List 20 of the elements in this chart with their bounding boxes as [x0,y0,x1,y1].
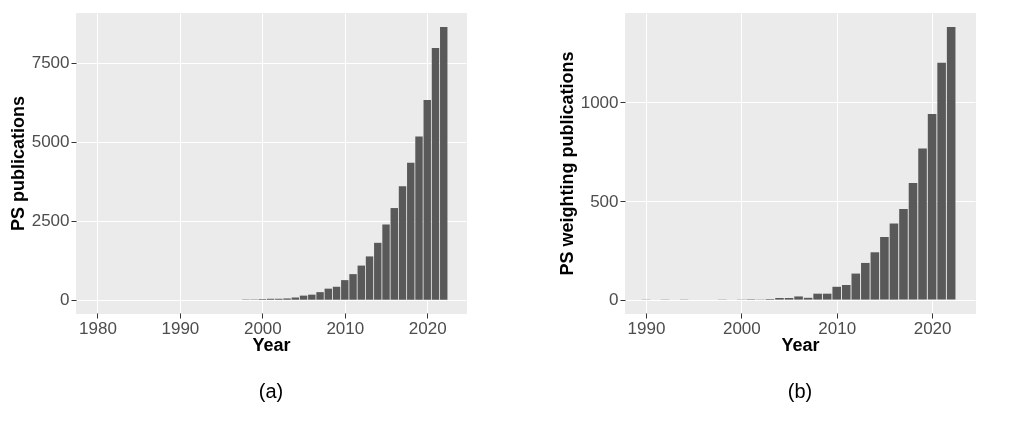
x-tick-label: 1990 [627,318,666,338]
x-tick-label: 2020 [408,318,447,338]
y-tick-label: 5000 [31,132,70,152]
x-tick-label: 2010 [326,318,365,338]
y-tick-label: 500 [590,191,619,211]
x-axis-title: Year [781,334,820,355]
text: (b) [787,380,813,402]
y-tick-label: 1000 [580,92,619,112]
y-tick-label: 0 [609,290,619,310]
y-axis-title: PS publications [7,95,28,232]
y-tick-label: 0 [60,290,70,310]
x-tick-label: 2020 [913,318,952,338]
y-tick-label: 2500 [31,211,70,231]
x-tick-label: 1990 [161,318,200,338]
y-axis-title: PS weighting publications [556,51,577,276]
y-tick-label: 7500 [31,53,70,73]
x-tick-label: 1980 [79,318,117,338]
x-tick-label: 2010 [818,318,857,338]
text: (a) [258,380,284,402]
x-tick-label: 2000 [722,318,761,338]
